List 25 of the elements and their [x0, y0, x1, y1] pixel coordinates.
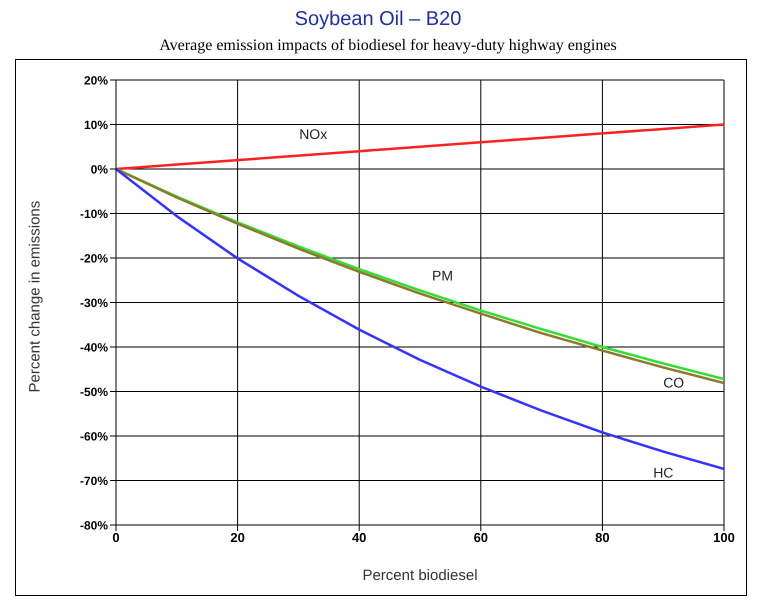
x-axis-title: Percent biodiesel	[362, 567, 478, 584]
x-tick-label: 20	[230, 530, 245, 546]
y-tick-label: -20%	[80, 251, 108, 266]
series-label: PM	[432, 267, 453, 284]
chart-subtitle: Average emission impacts of biodiesel for heavy-duty highway engines	[158, 37, 618, 55]
series-label: CO	[663, 374, 684, 390]
y-tick-label: -40%	[80, 340, 108, 354]
series-label: NOx	[299, 126, 328, 142]
y-tick-label: -60%	[80, 429, 108, 444]
x-tick-label: 100	[713, 530, 735, 546]
x-tick-label: 60	[474, 530, 488, 546]
y-tick-label: -70%	[80, 474, 108, 488]
x-tick-label: 80	[595, 530, 610, 546]
y-tick-label: 0%	[90, 162, 108, 176]
y-tick-label: -30%	[80, 296, 108, 310]
x-tick-label: 40	[352, 530, 366, 546]
x-tick-label: 0	[112, 530, 120, 546]
y-axis-title: Percent change in emissions	[26, 200, 44, 392]
y-tick-label: 20%	[84, 73, 108, 88]
y-tick-label: -50%	[80, 384, 108, 399]
series-label: HC	[653, 464, 674, 481]
y-tick-label: -10%	[80, 206, 108, 221]
y-tick-label: 10%	[84, 118, 108, 132]
chart-title: Soybean Oil – B20	[294, 8, 462, 31]
y-tick-label: -80%	[80, 518, 108, 532]
